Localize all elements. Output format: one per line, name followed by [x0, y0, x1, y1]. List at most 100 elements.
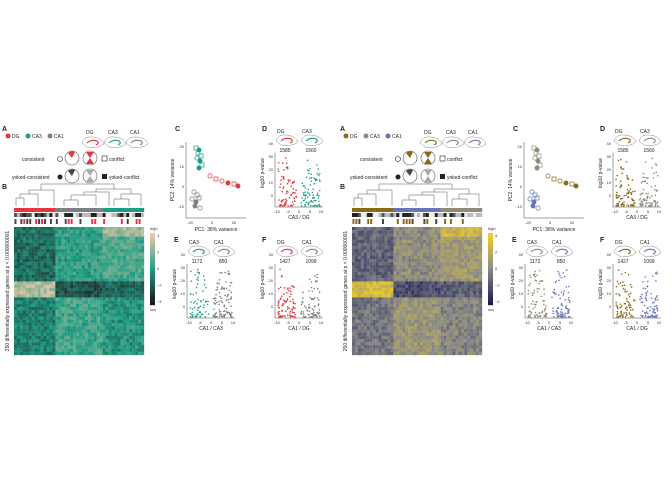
fig2-volcano-d-n-left: 1585 [617, 148, 628, 154]
fig2-volcano-e-xtick: 5 [559, 320, 562, 325]
fig1-heatmap-cell [31, 239, 35, 244]
fig1-heatmap-cell [61, 236, 65, 240]
fig1-heatmap-cell [114, 271, 118, 276]
fig2-heatmap-cell [369, 342, 373, 346]
fig1-heatmap-cell [19, 329, 24, 333]
fig1-heatmap-cell [141, 236, 145, 240]
fig2-volcano-d-left-hippo [613, 134, 637, 146]
fig1-heatmap-cell [81, 300, 86, 304]
fig1-heatmap-cell [132, 348, 136, 352]
fig1-heatmap-cell [22, 275, 26, 279]
fig2-heatmap-cell [360, 287, 364, 292]
fig1-treatment-annotation-cell [61, 213, 65, 217]
fig2-heatmap-cell [422, 339, 427, 343]
fig2-heatmap-cell [393, 313, 397, 317]
fig1-heatmap-cell [132, 287, 136, 292]
fig2-heatmap-cell [422, 268, 427, 272]
fig2-heatmap-cell [431, 275, 435, 279]
fig1-heatmap-cell [108, 335, 112, 340]
fig2-heatmap-cell [402, 233, 406, 237]
fig1-pca-point [207, 173, 213, 179]
fig2-heatmap-cell [425, 230, 429, 234]
fig1-heatmap-cell [135, 284, 139, 288]
fig1-volcano-e-point [199, 311, 202, 314]
fig2-heatmap-cell [419, 259, 424, 263]
fig1-volcano-f-point [314, 314, 317, 317]
fig1-volcano-d-point [310, 200, 312, 203]
fig2-heatmap-cell [396, 227, 400, 231]
fig2-heatmap-cell [408, 316, 412, 320]
fig1-heatmap-cell [84, 259, 89, 263]
fig2-heatmap-cell [446, 281, 450, 285]
fig1-heatmap-cell [132, 246, 136, 250]
fig1-heatmap-cell [123, 342, 127, 346]
fig2-pca-xtick: 20 [570, 220, 575, 225]
fig2-heatmap-cell [402, 271, 406, 276]
fig2-color-scale-step [488, 247, 493, 250]
fig1-heatmap-cell [93, 310, 97, 314]
fig1-heatmap-cell [138, 291, 142, 295]
fig1-heatmap-cell [28, 310, 32, 314]
fig1-heatmap-cell [19, 252, 24, 256]
fig1-heatmap-cell [141, 310, 145, 314]
fig1-pca-ytick: 0 [182, 184, 185, 189]
fig2-volcano-e-point [560, 316, 563, 318]
fig1-heatmap-cell [87, 313, 91, 317]
fig1-heatmap-cell [61, 233, 65, 237]
fig2-treatment-annotation-cell [357, 213, 362, 217]
fig2-treatment-annotation-cell [428, 213, 432, 217]
fig2-heatmap-cell [476, 345, 480, 349]
fig2-volcano-f-ytick: 30 [607, 265, 612, 270]
fig2-heatmap-cell [357, 236, 362, 240]
fig1-volcano-e-point [191, 308, 194, 310]
fig1-heatmap-cell [126, 294, 130, 298]
fig2-heatmap-cell [363, 271, 367, 276]
fig1-heatmap-cell [87, 335, 91, 340]
fig2-heatmap-cell [393, 297, 397, 301]
fig2-heatmap-cell [408, 313, 412, 317]
fig1-heatmap-cell [123, 255, 127, 260]
fig2-heatmap-cell [476, 313, 480, 317]
fig2-heatmap-cell [393, 291, 397, 295]
fig2-heatmap-cell [399, 281, 403, 285]
fig1-heatmap-cell [126, 303, 130, 308]
fig2-volcano-e-right-hippo-outline [550, 245, 574, 257]
fig1-heatmap-cell [81, 255, 86, 260]
fig2-heatmap-cell [402, 307, 406, 311]
fig2-heatmap-cell [363, 243, 367, 247]
fig2-heatmap-cell [425, 243, 429, 247]
fig1-volcano-d-point [283, 169, 285, 171]
fig1-heatmap-cell [49, 259, 53, 263]
fig2-heatmap-cell [422, 281, 427, 285]
fig1-heatmap-cell [123, 265, 127, 269]
fig1-volcano-e-xtick: -10 [186, 320, 193, 325]
fig1-heatmap-cell [87, 252, 91, 256]
fig2-legend-dg-label: DG [350, 134, 358, 140]
fig1-heatmap-cell [96, 268, 100, 272]
fig2-heatmap-cell [428, 249, 432, 253]
fig1-heatmap-cell [141, 329, 145, 333]
fig2-heatmap-cell [352, 303, 356, 308]
fig2-heatmap-cell [352, 294, 356, 298]
fig2-heatmap-cell [473, 281, 477, 285]
fig1-heatmap-cell [93, 345, 97, 349]
fig1-heatmap-cell [55, 252, 59, 256]
fig2-heatmap-cell [479, 233, 483, 237]
fig2-heatmap-cell [425, 332, 429, 336]
fig2-heatmap-cell [452, 291, 456, 295]
fig2-heatmap-cell [402, 230, 406, 234]
fig2-heatmap-cell [476, 265, 480, 269]
fig1-heatmap-cell [37, 329, 41, 333]
fig1-heatmap-cell [73, 230, 77, 234]
fig1-volcano-d-point [279, 186, 281, 189]
fig2-volcano-d-point [639, 197, 642, 200]
fig2-heatmap-cell [390, 310, 394, 314]
fig2-volcano-e-point [567, 316, 570, 318]
fig1-heatmap-cell [93, 275, 97, 279]
fig2-subfield-annotation-cell [381, 208, 385, 212]
fig1-heatmap-cell [135, 316, 139, 320]
fig2-heatmap-cell [393, 278, 397, 282]
fig1-heatmap-cell [114, 316, 118, 320]
fig1-heatmap-cell [40, 303, 44, 308]
fig2-heatmap-cell [352, 265, 356, 269]
